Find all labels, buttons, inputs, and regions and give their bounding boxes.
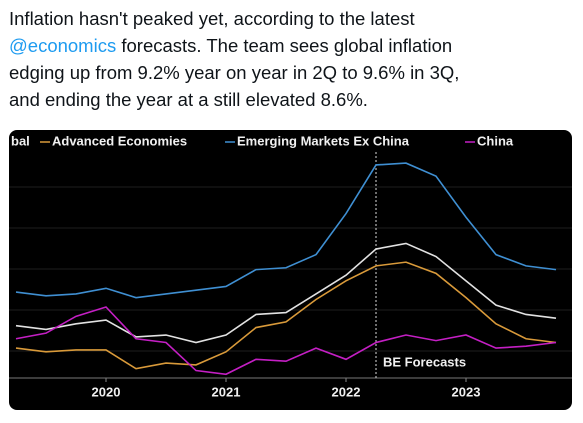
tweet-line: edging up from 9.2% year on year in 2Q t…	[9, 62, 459, 83]
series-line	[15, 306, 557, 376]
legend-label: Emerging Markets Ex China	[237, 133, 410, 148]
plot: 2020 2021 2022 2023 BE Forecasts bal Advanced …	[9, 133, 572, 399]
x-tick-label: 2020	[92, 384, 121, 399]
tweet-text: forecasts. The team sees global inflatio…	[116, 35, 452, 56]
chart-background	[9, 130, 572, 410]
legend-label: China	[477, 133, 514, 148]
tweet-line: Inflation hasn't peaked yet, according t…	[9, 8, 415, 29]
legend-label: bal	[11, 133, 30, 148]
series-line	[15, 242, 557, 344]
legend-label: Advanced Economies	[52, 133, 187, 148]
tweet-line: and ending the year at a still elevated …	[9, 89, 368, 110]
annotation: BE Forecasts	[383, 354, 466, 369]
series-line	[15, 162, 557, 299]
x-tick-label: 2021	[212, 384, 241, 399]
x-tick-label: 2023	[452, 384, 481, 399]
mention[interactable]: @economics	[9, 35, 116, 56]
tweet-line: @economics forecasts. The team sees glob…	[9, 35, 452, 56]
x-tick-label: 2022	[332, 384, 361, 399]
series-line	[15, 261, 557, 370]
